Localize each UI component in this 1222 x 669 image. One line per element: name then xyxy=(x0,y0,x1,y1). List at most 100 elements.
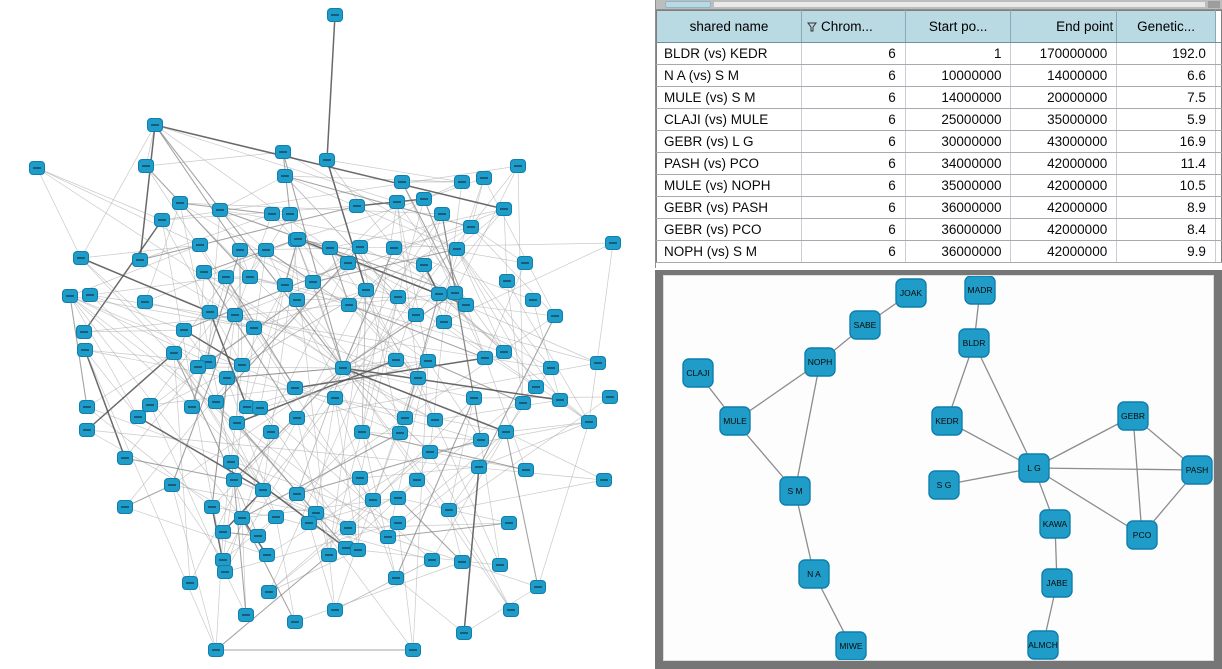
network-edge[interactable] xyxy=(239,242,614,251)
node-NOPH[interactable]: NOPH xyxy=(804,347,836,377)
network-node[interactable] xyxy=(208,395,224,409)
network-edge[interactable] xyxy=(215,554,330,651)
network-node[interactable] xyxy=(138,159,154,173)
network-node[interactable] xyxy=(79,400,95,414)
network-node[interactable] xyxy=(501,516,517,530)
table-row[interactable]: NOPH (vs) S M 6 36000000 42000000 9.9 xyxy=(656,240,1222,263)
network-node[interactable] xyxy=(528,380,544,394)
table-cell[interactable]: 6 xyxy=(801,86,906,109)
network-node[interactable] xyxy=(62,289,78,303)
network-node[interactable] xyxy=(602,390,618,404)
network-edge[interactable] xyxy=(89,276,227,296)
network-edge[interactable] xyxy=(154,124,344,369)
table-cell[interactable]: 14000000 xyxy=(1010,64,1118,87)
network-edge[interactable] xyxy=(359,246,401,434)
network-node[interactable] xyxy=(76,325,92,339)
network-node[interactable] xyxy=(434,207,450,221)
network-edge-BLDR-LG[interactable] xyxy=(973,342,1035,469)
table-cell[interactable]: NOPH (vs) S M xyxy=(656,240,803,263)
table-cell[interactable]: PASH (vs) PCO xyxy=(656,152,803,175)
node-shape[interactable] xyxy=(682,358,714,388)
network-node[interactable] xyxy=(590,356,606,370)
node-shape[interactable] xyxy=(779,476,811,506)
network-node[interactable] xyxy=(172,196,188,210)
node-GEBR[interactable]: GEBR xyxy=(1117,401,1149,431)
network-edge[interactable] xyxy=(224,431,272,573)
network-node[interactable] xyxy=(242,270,258,284)
network-node[interactable] xyxy=(358,283,374,297)
network-edge[interactable] xyxy=(387,360,429,538)
network-edge[interactable] xyxy=(359,246,456,294)
node-shape[interactable] xyxy=(1181,455,1213,485)
network-edge[interactable] xyxy=(179,202,232,463)
table-cell[interactable]: 43000000 xyxy=(1010,130,1118,153)
network-edge-LG-GEBR[interactable] xyxy=(1033,415,1134,469)
network-edge[interactable] xyxy=(478,421,590,468)
network-node[interactable] xyxy=(327,603,343,617)
network-node[interactable] xyxy=(147,118,163,132)
network-node[interactable] xyxy=(496,202,512,216)
network-node[interactable] xyxy=(424,553,440,567)
table-cell[interactable]: 6 xyxy=(801,130,906,153)
network-edge[interactable] xyxy=(456,248,505,353)
network-edge[interactable] xyxy=(465,304,527,471)
network-node[interactable] xyxy=(319,153,335,167)
network-node[interactable] xyxy=(350,543,366,557)
network-edge[interactable] xyxy=(588,242,614,423)
network-node[interactable] xyxy=(215,553,231,567)
network-node[interactable] xyxy=(289,487,305,501)
network-node[interactable] xyxy=(190,360,206,374)
network-node[interactable] xyxy=(365,493,381,507)
network-edge[interactable] xyxy=(326,159,367,291)
network-edge[interactable] xyxy=(154,124,241,251)
network-node[interactable] xyxy=(389,195,405,209)
network-edge[interactable] xyxy=(268,549,359,593)
network-node[interactable] xyxy=(605,236,621,250)
node-JOAK[interactable]: JOAK xyxy=(895,278,927,308)
network-edge[interactable] xyxy=(284,284,406,419)
table-cell[interactable]: 36000000 xyxy=(905,218,1012,241)
column-header-chromosome[interactable]: Chrom... xyxy=(801,10,906,43)
node-NA[interactable]: N A xyxy=(798,559,830,589)
network-edge[interactable] xyxy=(233,479,349,529)
scrollbar-thumb[interactable] xyxy=(665,1,711,8)
network-edge[interactable] xyxy=(429,451,512,611)
network-edge[interactable] xyxy=(296,439,482,495)
network-edge[interactable] xyxy=(69,295,193,408)
network-edge[interactable] xyxy=(239,249,243,366)
network-node[interactable] xyxy=(29,161,45,175)
network-node[interactable] xyxy=(154,213,170,227)
network-edge[interactable] xyxy=(207,209,221,363)
network-node[interactable] xyxy=(581,415,597,429)
network-edge[interactable] xyxy=(454,165,519,294)
network-edge[interactable] xyxy=(69,244,201,297)
network-node[interactable] xyxy=(229,416,245,430)
network-edge[interactable] xyxy=(268,527,349,593)
network-edge[interactable] xyxy=(361,289,367,433)
table-cell[interactable]: 6 xyxy=(801,152,906,175)
network-edge[interactable] xyxy=(226,367,344,379)
network-edge[interactable] xyxy=(86,406,213,508)
network-edge[interactable] xyxy=(404,315,556,419)
network-edge-GEBR-PCO[interactable] xyxy=(1132,415,1143,536)
network-node[interactable] xyxy=(208,643,224,657)
node-shape[interactable] xyxy=(719,406,751,436)
network-node[interactable] xyxy=(349,199,365,213)
network-node[interactable] xyxy=(327,391,343,405)
network-edge[interactable] xyxy=(396,201,429,362)
network-node[interactable] xyxy=(73,251,89,265)
network-node[interactable] xyxy=(390,491,406,505)
network-node[interactable] xyxy=(117,500,133,514)
network-node[interactable] xyxy=(196,265,212,279)
network-node[interactable] xyxy=(77,343,93,357)
network-node[interactable] xyxy=(275,145,291,159)
network-node[interactable] xyxy=(390,516,406,530)
network-edge[interactable] xyxy=(145,165,389,538)
table-row[interactable]: PASH (vs) PCO 6 34000000 42000000 11.4 xyxy=(656,152,1222,175)
network-edge[interactable] xyxy=(80,257,211,313)
network-edge[interactable] xyxy=(470,226,556,317)
network-node[interactable] xyxy=(287,615,303,629)
network-edge-LG-PASH[interactable] xyxy=(1033,467,1198,471)
node-SM[interactable]: S M xyxy=(779,476,811,506)
table-cell[interactable]: 1 xyxy=(905,42,1012,65)
